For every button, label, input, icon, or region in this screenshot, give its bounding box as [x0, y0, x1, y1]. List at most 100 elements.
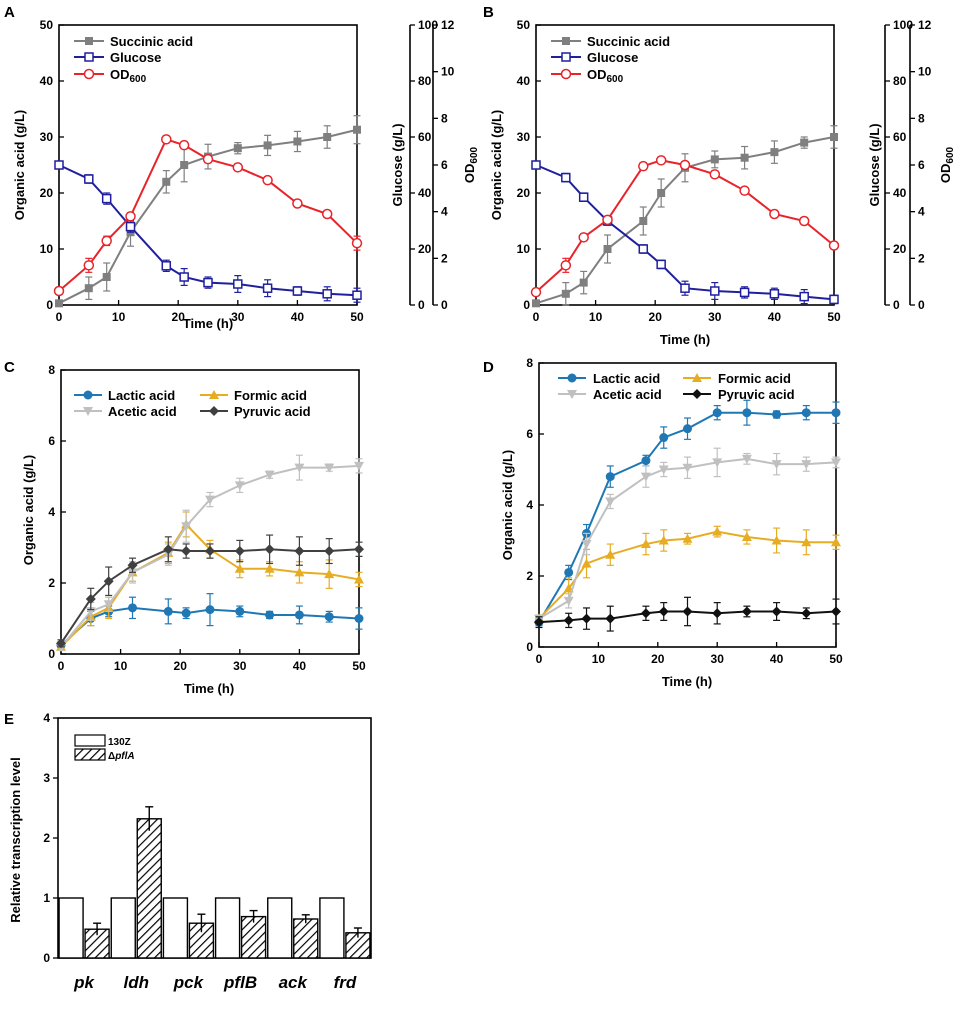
data-point-acetic-acid [581, 540, 592, 550]
data-point-od [739, 185, 750, 196]
data-point-acetic-acid [831, 458, 841, 468]
data-point-succinic-acid [603, 245, 612, 253]
data-point-acetic-acid [234, 481, 245, 491]
data-point-acetic-acid [563, 596, 574, 606]
y-tick-label-right2: 10 [441, 65, 455, 79]
legend: 130Z ΔpflA [74, 734, 135, 762]
data-point-succinic-acid [532, 299, 540, 308]
y-tick-label: 0 [48, 647, 55, 661]
data-point-glucose [561, 172, 571, 183]
legend-marker-formic [692, 373, 702, 382]
x-tick-label: 30 [231, 310, 245, 324]
x-axis-title: Time (h) [183, 316, 233, 331]
y-axis-title-right1: Glucose (g/L) [867, 123, 882, 206]
x-tick-label: 40 [291, 310, 305, 324]
data-point-acetic-acid [205, 495, 215, 505]
data-point-glucose [638, 244, 649, 254]
data-point-acetic-acid [354, 461, 364, 471]
y-tick-label: 40 [40, 74, 54, 88]
data-point-od [351, 237, 363, 249]
data-point-acetic-acid [640, 472, 651, 482]
y-tick-label-right2: 0 [441, 298, 448, 312]
data-point-lactic-acid [641, 456, 651, 466]
legend-marker-pyruvic [692, 389, 702, 399]
series-layer [56, 454, 364, 652]
bar-130z [162, 897, 189, 959]
data-point-glucose [233, 279, 243, 289]
y-tick-label-right2: 8 [441, 111, 448, 125]
data-point-od [655, 155, 667, 166]
data-point-glucose [54, 160, 64, 170]
data-point-glucose [203, 277, 213, 288]
data-point-succinic-acid [323, 133, 332, 141]
y-axis-title: Organic acid (g/L) [489, 110, 504, 221]
data-point-od [202, 153, 214, 165]
data-point-succinic-acid [579, 278, 588, 287]
data-point-pyruvic-acid [712, 608, 723, 619]
data-point-od [798, 215, 810, 227]
legend: Lactic acid Formic acid Acetic acid Pyru… [74, 388, 311, 419]
category-label: pflB [223, 973, 257, 992]
y-tick-label-right1: 40 [893, 186, 907, 200]
y-tick-label: 6 [48, 434, 55, 448]
data-point-lactic-acid [265, 610, 275, 620]
tick-layer: 0 10 20 30 40 50 0 2 4 6 8 [526, 356, 843, 666]
data-point-glucose [84, 174, 94, 184]
series-layer [53, 115, 363, 308]
series-line-formic-acid [538, 530, 836, 620]
y-tick-label-right2: 6 [918, 158, 925, 172]
y-tick-label: 20 [517, 186, 531, 200]
data-point-od [321, 208, 333, 220]
y-tick-label-right2: 12 [918, 18, 932, 32]
x-tick-label: 50 [827, 310, 841, 324]
x-tick-label: 20 [172, 310, 186, 324]
y-tick-label: 8 [48, 363, 55, 377]
data-point-pyruvic-acid [294, 546, 305, 557]
data-point-pyruvic-acid [658, 606, 669, 617]
series-layer [530, 125, 840, 308]
tick-layer: 0 1 2 3 4 pk ldh pck pflB ack frd [43, 711, 357, 992]
data-point-od [578, 232, 589, 243]
x-tick-label: 20 [174, 659, 188, 673]
legend-marker-lactic [83, 390, 93, 400]
data-point-pyruvic-acid [831, 606, 841, 617]
legend-marker-od [83, 68, 95, 80]
x-axis-title: Time (h) [660, 332, 710, 347]
x-axis-title: Time (h) [184, 681, 234, 696]
data-point-formic-acid [605, 549, 616, 559]
chart-panel-b: 0 10 20 30 40 50 0 10 20 30 40 50 0 20 40 60 80 100 0 2 4 6 8 1… [489, 18, 956, 347]
data-point-acetic-acid [682, 463, 693, 473]
data-point-formic-acid [640, 539, 651, 549]
data-point-formic-acid [264, 563, 275, 573]
x-tick-label: 0 [536, 652, 543, 666]
legend-label: Pyruvic acid [718, 387, 795, 402]
y-tick-label-right1: 100 [893, 18, 913, 32]
legend-label: Acetic acid [108, 404, 177, 419]
data-point-formic-acid [581, 558, 592, 568]
data-point-pyruvic-acid [354, 544, 364, 555]
data-point-od [161, 134, 172, 145]
data-point-succinic-acid [740, 153, 749, 162]
legend-label: Formic acid [234, 388, 307, 403]
legend-label: Formic acid [718, 371, 791, 386]
data-point-formic-acid [658, 535, 669, 545]
data-point-lactic-acid [205, 605, 215, 615]
legend-marker-lactic [567, 373, 577, 383]
legend-label: Succinic acid [587, 34, 670, 49]
data-point-pyruvic-acid [581, 613, 592, 624]
data-point-od [769, 208, 780, 220]
data-point-pyruvic-acid [771, 606, 782, 617]
data-point-od [53, 285, 65, 297]
bar-dpfla [136, 818, 162, 959]
data-point-pyruvic-acid [563, 615, 574, 626]
x-tick-label: 30 [708, 310, 722, 324]
data-point-succinic-acid [710, 155, 719, 164]
y-tick-label-right1: 20 [893, 242, 907, 256]
data-point-pyruvic-acid [103, 576, 114, 587]
data-point-od [101, 235, 112, 247]
data-point-glucose [531, 160, 541, 170]
y-tick-label-right1: 20 [418, 242, 432, 256]
y-axis-title-right2: OD600 [462, 146, 480, 183]
data-point-acetic-acid [771, 460, 782, 470]
y-tick-label: 3 [43, 771, 50, 785]
